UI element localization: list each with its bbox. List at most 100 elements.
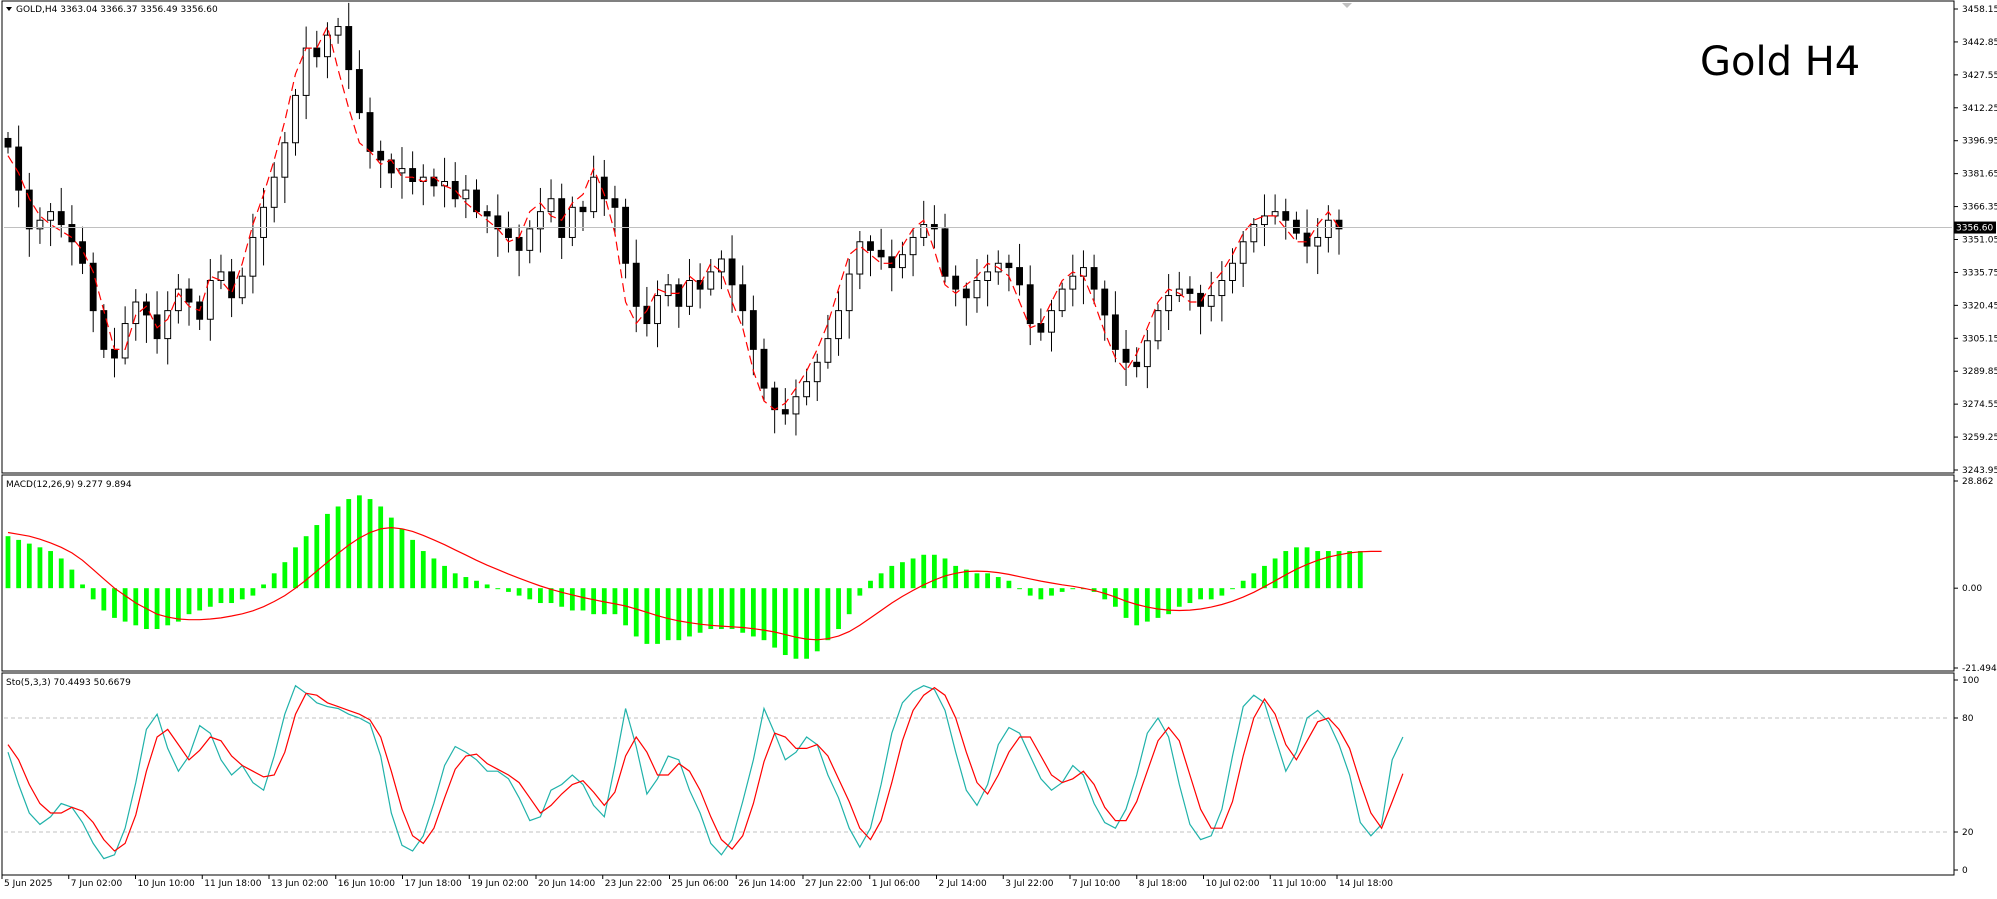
macd-histogram-bar[interactable] xyxy=(218,588,224,604)
macd-histogram-bar[interactable] xyxy=(1315,551,1321,589)
macd-histogram-bar[interactable] xyxy=(303,536,309,589)
macd-histogram-bar[interactable] xyxy=(197,588,203,611)
candle[interactable] xyxy=(686,258,693,315)
candle[interactable] xyxy=(920,200,928,247)
macd-histogram-bar[interactable] xyxy=(474,580,479,589)
macd-histogram-bar[interactable] xyxy=(1357,551,1363,589)
macd-histogram-bar[interactable] xyxy=(133,588,139,626)
macd-histogram-bar[interactable] xyxy=(506,588,511,592)
candle[interactable] xyxy=(451,162,459,208)
macd-histogram-bar[interactable] xyxy=(814,588,820,652)
moving-average-line[interactable] xyxy=(7,24,1340,411)
macd-histogram-bar[interactable] xyxy=(963,569,969,589)
macd-histogram-bar[interactable] xyxy=(1198,588,1203,600)
macd-histogram-bar[interactable] xyxy=(399,528,405,589)
price-pane-frame[interactable] xyxy=(1,0,1955,474)
macd-histogram-bar[interactable] xyxy=(825,588,831,641)
macd-histogram-bar[interactable] xyxy=(516,588,522,596)
candle[interactable] xyxy=(1090,254,1098,305)
macd-histogram-bar[interactable] xyxy=(601,588,607,615)
candle[interactable] xyxy=(206,258,214,341)
candle[interactable] xyxy=(430,168,438,197)
macd-histogram-bar[interactable] xyxy=(846,588,852,615)
candle[interactable] xyxy=(803,368,811,406)
candle[interactable] xyxy=(1218,261,1226,322)
macd-histogram-bar[interactable] xyxy=(1219,588,1225,596)
candle[interactable] xyxy=(696,263,704,309)
candle[interactable] xyxy=(1122,329,1130,386)
candle[interactable] xyxy=(419,164,427,206)
candle[interactable] xyxy=(494,194,502,257)
macd-histogram-bar[interactable] xyxy=(122,588,128,622)
candle[interactable] xyxy=(1197,284,1205,335)
macd-histogram-bar[interactable] xyxy=(878,573,884,589)
candle[interactable] xyxy=(1261,194,1268,247)
candle[interactable] xyxy=(611,185,619,236)
candle[interactable] xyxy=(68,205,76,266)
candle[interactable] xyxy=(1186,276,1194,311)
candle[interactable] xyxy=(79,226,86,275)
candle[interactable] xyxy=(15,125,23,208)
chart-menu-icon[interactable] xyxy=(6,7,12,11)
macd-histogram-bar[interactable] xyxy=(112,588,117,618)
candle[interactable] xyxy=(185,278,193,326)
candle[interactable] xyxy=(952,265,960,307)
macd-histogram-bar[interactable] xyxy=(410,539,416,589)
candle[interactable] xyxy=(1324,205,1332,253)
macd-histogram-bar[interactable] xyxy=(165,588,171,626)
candle[interactable] xyxy=(643,286,651,337)
macd-histogram-bar[interactable] xyxy=(175,588,181,622)
macd-pane-frame[interactable] xyxy=(1,474,1955,672)
macd-histogram-bar[interactable] xyxy=(442,565,447,589)
candle[interactable] xyxy=(739,265,747,326)
candle[interactable] xyxy=(111,327,118,378)
macd-histogram-bar[interactable] xyxy=(761,588,767,641)
macd-histogram-bar[interactable] xyxy=(1294,547,1299,589)
macd-histogram-bar[interactable] xyxy=(1027,588,1033,596)
candle[interactable] xyxy=(664,274,672,307)
macd-histogram-bar[interactable] xyxy=(1123,588,1129,618)
candle[interactable] xyxy=(281,131,289,204)
macd-histogram-bar[interactable] xyxy=(431,558,437,589)
candle[interactable] xyxy=(568,196,576,247)
candle[interactable] xyxy=(1037,308,1045,341)
candle[interactable] xyxy=(579,200,587,231)
macd-histogram-bar[interactable] xyxy=(314,525,320,589)
macd-histogram-bar[interactable] xyxy=(367,499,373,589)
macd-histogram-bar[interactable] xyxy=(37,547,43,589)
macd-histogram-bar[interactable] xyxy=(207,588,213,607)
candle[interactable] xyxy=(760,338,768,402)
macd-histogram-bar[interactable] xyxy=(58,558,64,589)
candle[interactable] xyxy=(324,22,331,79)
stoch-main-line[interactable] xyxy=(7,684,1404,860)
candle[interactable] xyxy=(164,291,172,365)
macd-histogram-bar[interactable] xyxy=(953,565,959,589)
macd-histogram-bar[interactable] xyxy=(1049,588,1054,596)
macd-histogram-bar[interactable] xyxy=(836,588,841,630)
candle[interactable] xyxy=(941,213,949,283)
candle[interactable] xyxy=(1282,198,1290,240)
candle[interactable] xyxy=(749,295,757,376)
macd-histogram-bar[interactable] xyxy=(942,558,948,589)
candle[interactable] xyxy=(1250,218,1258,253)
candle[interactable] xyxy=(867,235,874,277)
candle[interactable] xyxy=(1143,329,1151,389)
candle[interactable] xyxy=(558,183,566,259)
candle[interactable] xyxy=(536,187,544,253)
macd-histogram-bar[interactable] xyxy=(697,588,703,633)
candle[interactable] xyxy=(1314,218,1322,275)
macd-histogram-bar[interactable] xyxy=(931,554,937,589)
candle[interactable] xyxy=(1335,209,1343,255)
macd-histogram-bar[interactable] xyxy=(527,588,533,600)
macd-histogram-bar[interactable] xyxy=(676,588,682,641)
macd-histogram-bar[interactable] xyxy=(1208,588,1214,600)
macd-histogram-bar[interactable] xyxy=(548,588,554,604)
macd-histogram-bar[interactable] xyxy=(995,577,1001,589)
macd-histogram-bar[interactable] xyxy=(719,588,724,630)
candle[interactable] xyxy=(962,282,970,326)
candle[interactable] xyxy=(260,187,267,266)
candle[interactable] xyxy=(1271,194,1279,225)
macd-histogram-bar[interactable] xyxy=(229,588,235,604)
candle[interactable] xyxy=(89,252,97,333)
macd-histogram-bar[interactable] xyxy=(665,588,671,641)
